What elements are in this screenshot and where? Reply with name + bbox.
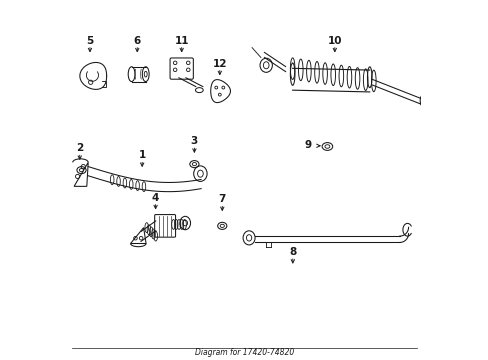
Text: 3: 3 xyxy=(190,136,198,146)
Text: 4: 4 xyxy=(152,193,159,203)
Text: 8: 8 xyxy=(288,247,296,257)
Text: 1: 1 xyxy=(138,150,145,160)
Text: 7: 7 xyxy=(218,194,225,204)
Text: 2: 2 xyxy=(76,143,83,153)
Text: 12: 12 xyxy=(212,59,226,68)
Text: Diagram for 17420-74820: Diagram for 17420-74820 xyxy=(195,348,293,357)
Text: 10: 10 xyxy=(327,36,342,46)
Text: 11: 11 xyxy=(174,36,188,46)
Text: 9: 9 xyxy=(304,140,311,150)
Text: 5: 5 xyxy=(86,36,93,46)
Text: 6: 6 xyxy=(133,36,141,46)
